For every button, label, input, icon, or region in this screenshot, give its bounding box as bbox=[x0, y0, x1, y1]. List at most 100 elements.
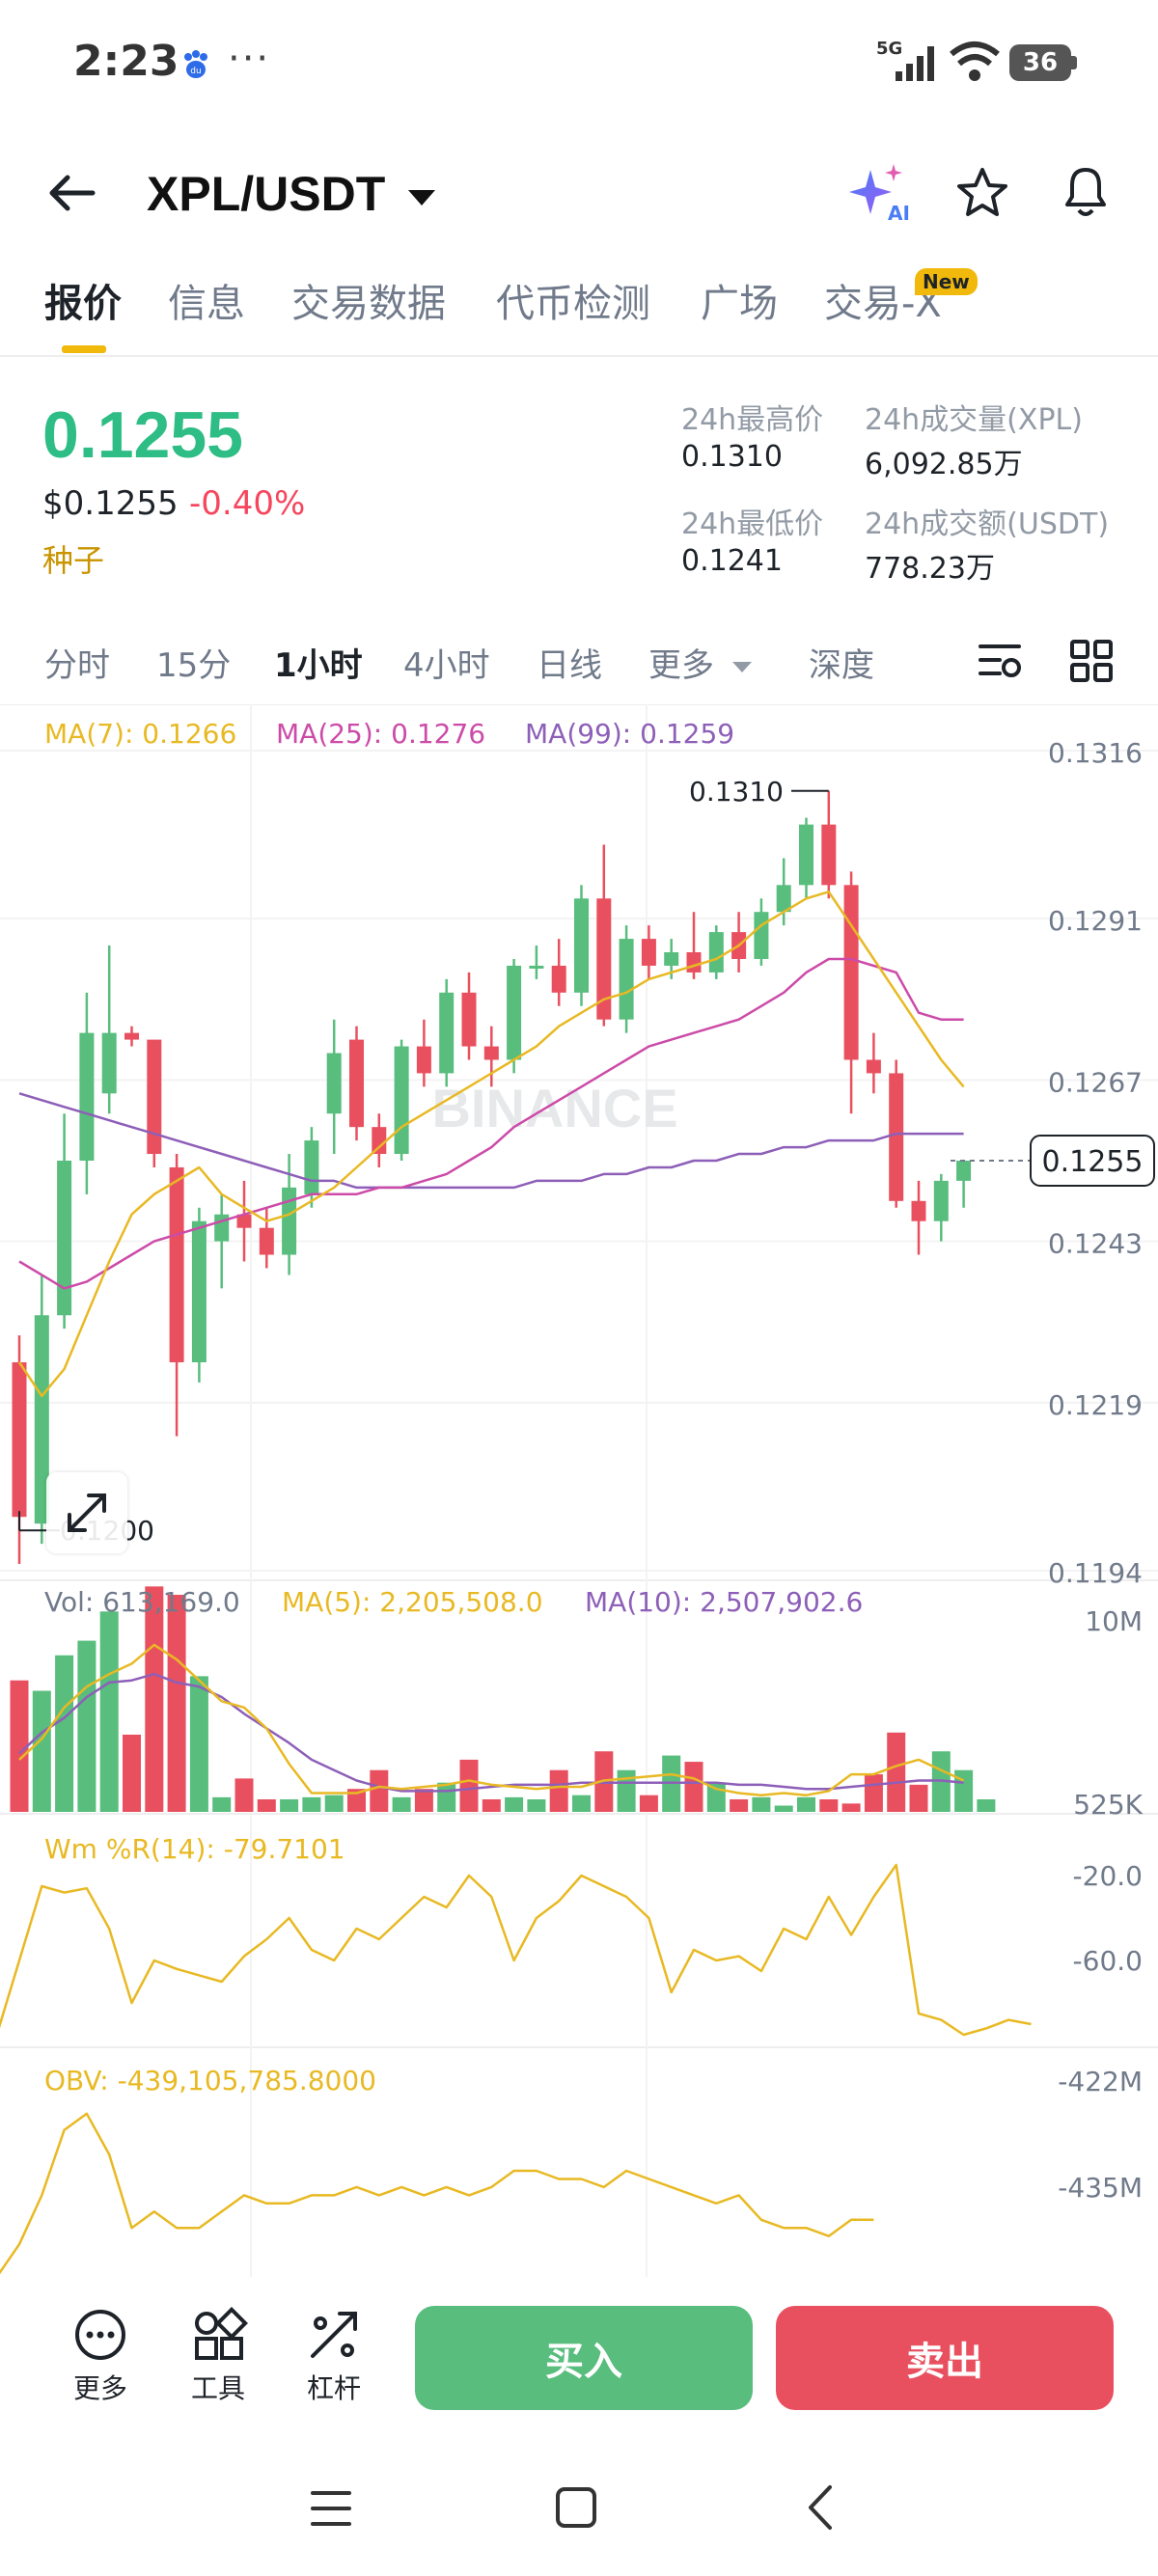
volume-label: 24h成交量(XPL) bbox=[865, 403, 1083, 437]
nav-menu-icon[interactable] bbox=[307, 2485, 355, 2532]
obv-line bbox=[0, 2112, 874, 2275]
candle-body bbox=[619, 939, 634, 1020]
candle-body bbox=[911, 1200, 926, 1221]
candle-body bbox=[641, 939, 656, 966]
candle-body bbox=[169, 1166, 184, 1363]
candle-body bbox=[349, 1039, 364, 1128]
candle-body bbox=[933, 1180, 949, 1221]
volume-bar bbox=[234, 1778, 254, 1812]
candle-body bbox=[12, 1362, 27, 1518]
ma99-line bbox=[18, 1092, 964, 1190]
ma7-legend: MA(7): 0.1266 bbox=[44, 718, 237, 750]
candle-body bbox=[799, 824, 813, 886]
svg-text:du: du bbox=[190, 67, 201, 76]
wifi-icon bbox=[950, 41, 1000, 83]
volume-bar bbox=[370, 1769, 389, 1812]
tab-token-check[interactable]: 代币检测 bbox=[496, 282, 650, 326]
volume-bar bbox=[572, 1795, 591, 1812]
wr-legend: Wm %R(14): -79.7101 bbox=[44, 1833, 345, 1865]
volume-bar bbox=[909, 1784, 928, 1812]
interval-4h[interactable]: 4小时 bbox=[403, 646, 490, 685]
interval-depth[interactable]: 深度 bbox=[809, 646, 874, 685]
volume-bar bbox=[212, 1796, 232, 1812]
high-marker-label: 0.1310 bbox=[689, 776, 784, 808]
indicator-settings-icon[interactable] bbox=[977, 637, 1025, 685]
star-icon[interactable] bbox=[955, 166, 1009, 220]
buy-button[interactable]: 买入 bbox=[415, 2306, 753, 2410]
volume-bar bbox=[819, 1799, 839, 1812]
volume-panel: 10M 525K bbox=[10, 1586, 1144, 1821]
volume-bar bbox=[99, 1611, 119, 1812]
new-badge: New bbox=[915, 268, 978, 295]
candle-body bbox=[326, 1053, 342, 1114]
candles bbox=[12, 790, 972, 1565]
tab-bar bbox=[0, 260, 1158, 357]
bell-icon[interactable] bbox=[1058, 162, 1114, 220]
volume-bar bbox=[189, 1676, 208, 1812]
candle-body bbox=[956, 1161, 972, 1181]
pair-selector[interactable]: XPL/USDT bbox=[147, 166, 436, 222]
status-time: 2:23 bbox=[73, 37, 179, 86]
nav-home-icon[interactable] bbox=[552, 2483, 600, 2532]
low-value: 0.1241 bbox=[681, 544, 783, 578]
candle-body bbox=[889, 1073, 904, 1201]
tools-button[interactable]: 工具 bbox=[170, 2306, 266, 2412]
seed-tag[interactable]: 种子 bbox=[42, 542, 105, 579]
baidu-icon: du bbox=[179, 48, 212, 81]
interval-15m[interactable]: 15分 bbox=[156, 646, 232, 685]
volume-bar bbox=[549, 1769, 568, 1812]
tab-square[interactable]: 广场 bbox=[701, 282, 778, 326]
interval-1d[interactable]: 日线 bbox=[537, 646, 602, 685]
tab-trading-data[interactable]: 交易数据 bbox=[291, 282, 446, 326]
volume-bar bbox=[347, 1789, 366, 1812]
caret-down-icon bbox=[408, 189, 436, 206]
leverage-button[interactable]: 杠杆 bbox=[286, 2306, 382, 2412]
price-tick: 0.1219 bbox=[1048, 1389, 1143, 1421]
status-bar: 2:23 du ··· 5G 36 bbox=[0, 0, 1158, 135]
price-tick: 0.1316 bbox=[1048, 737, 1143, 769]
price-tick: 0.1243 bbox=[1048, 1228, 1143, 1260]
ma99-legend: MA(99): 0.1259 bbox=[525, 718, 735, 750]
candle-body bbox=[483, 1046, 499, 1060]
volume-bar bbox=[55, 1655, 74, 1812]
battery-level: 36 bbox=[1022, 48, 1059, 77]
volume-bar bbox=[324, 1795, 344, 1812]
grid-layout-icon[interactable] bbox=[1069, 639, 1114, 683]
fullscreen-button[interactable] bbox=[46, 1472, 127, 1553]
low-label: 24h最低价 bbox=[681, 507, 824, 541]
interval-1h[interactable]: 1小时 bbox=[274, 646, 363, 685]
tools-label: 工具 bbox=[190, 2372, 245, 2404]
sell-button[interactable]: 卖出 bbox=[776, 2306, 1114, 2410]
ma25-legend: MA(25): 0.1276 bbox=[276, 718, 486, 750]
high-label: 24h最高价 bbox=[681, 403, 824, 437]
network-label: 5G bbox=[876, 39, 902, 59]
obv-tick: -422M bbox=[1058, 2066, 1143, 2097]
tab-quotes[interactable]: 报价 bbox=[44, 282, 122, 326]
tab-info[interactable]: 信息 bbox=[168, 282, 245, 326]
back-icon[interactable] bbox=[42, 166, 100, 220]
kline-chart[interactable]: BINANCE 0.13160.12910.12670.12430.12190.… bbox=[0, 704, 1158, 2277]
candle-body bbox=[34, 1315, 49, 1524]
nav-back-icon[interactable] bbox=[801, 2481, 840, 2534]
expand-icon bbox=[68, 1494, 106, 1532]
interval-more[interactable]: 更多 bbox=[648, 639, 752, 686]
leverage-label: 杠杆 bbox=[306, 2372, 361, 2404]
volume-bar bbox=[123, 1734, 141, 1812]
candle-body bbox=[57, 1161, 72, 1316]
volume-bar bbox=[167, 1594, 186, 1812]
price-usd: $0.1255 bbox=[42, 484, 179, 523]
candle-body bbox=[686, 952, 702, 973]
volume-bar bbox=[864, 1774, 883, 1812]
volume-bar bbox=[77, 1640, 96, 1812]
wr-tick: -60.0 bbox=[1073, 1945, 1143, 1977]
ai-sparkle-icon[interactable]: AI bbox=[849, 162, 917, 225]
candle-body bbox=[416, 1046, 431, 1074]
interval-time[interactable]: 分时 bbox=[44, 646, 110, 685]
more-button[interactable]: 更多 bbox=[52, 2306, 149, 2412]
candle-body bbox=[439, 992, 455, 1074]
volume-bar bbox=[414, 1789, 433, 1812]
leverage-icon bbox=[311, 2312, 357, 2358]
candle-body bbox=[372, 1127, 387, 1155]
candle-body bbox=[551, 965, 566, 993]
volume-bar bbox=[774, 1805, 793, 1812]
